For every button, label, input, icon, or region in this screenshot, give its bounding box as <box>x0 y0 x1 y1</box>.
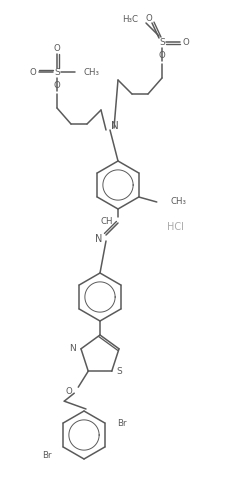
Text: O: O <box>146 13 152 23</box>
Text: O: O <box>159 50 165 59</box>
Text: O: O <box>66 387 72 396</box>
Text: HCl: HCl <box>167 222 183 232</box>
Text: S: S <box>159 37 165 46</box>
Text: O: O <box>183 37 189 46</box>
Text: CH₃: CH₃ <box>171 197 187 206</box>
Text: Br: Br <box>117 419 126 427</box>
Text: H₃C: H₃C <box>122 14 138 23</box>
Text: N: N <box>95 234 102 244</box>
Text: CH: CH <box>100 217 113 226</box>
Text: S: S <box>117 367 122 376</box>
Text: O: O <box>54 44 60 53</box>
Text: S: S <box>54 68 60 77</box>
Text: O: O <box>54 80 60 90</box>
Text: CH₃: CH₃ <box>84 68 100 77</box>
Text: N: N <box>69 344 76 354</box>
Text: Br: Br <box>42 451 51 459</box>
Text: O: O <box>30 68 36 77</box>
Text: N: N <box>111 121 119 131</box>
